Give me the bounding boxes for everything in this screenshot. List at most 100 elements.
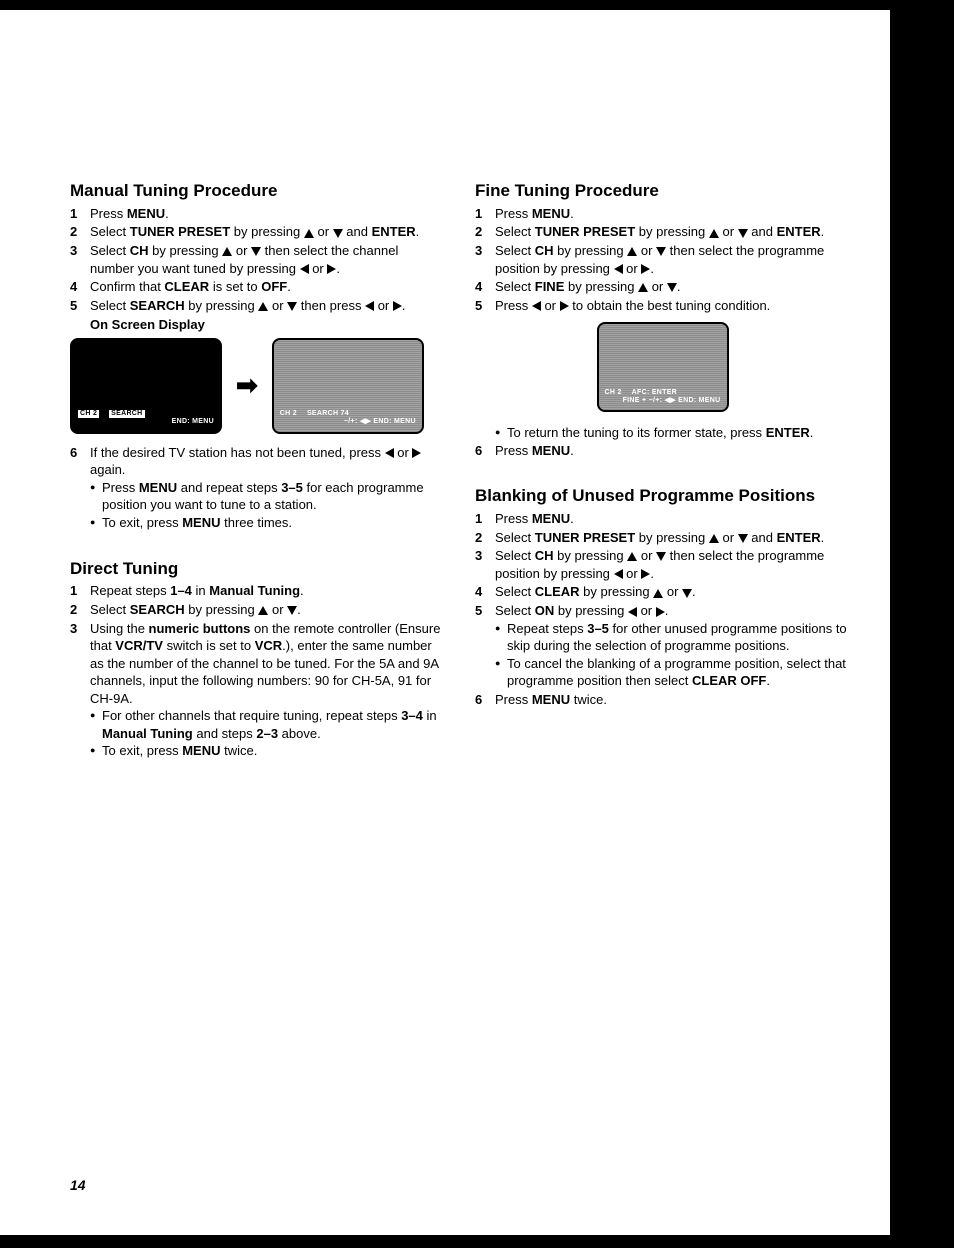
- right-column: Fine Tuning Procedure1Press MENU.2Select…: [475, 180, 850, 761]
- document-page: Manual Tuning Procedure1Press MENU.2Sele…: [0, 10, 890, 1235]
- step-body: Press MENU twice.: [495, 691, 850, 709]
- bullet-list: For other channels that require tuning, …: [90, 707, 445, 760]
- step-body: Select CH by pressing or then select the…: [495, 547, 850, 582]
- bullet-list: Press MENU and repeat steps 3–5 for each…: [90, 479, 445, 532]
- step-item: 2Select TUNER PRESET by pressing or and …: [475, 529, 850, 547]
- arrow-up-icon: [638, 283, 648, 292]
- step-body: If the desired TV station has not been t…: [90, 444, 445, 532]
- step-body: Press MENU.: [495, 510, 850, 528]
- arrow-down-icon: [333, 229, 343, 238]
- arrow-left-icon: [614, 569, 623, 579]
- arrow-right-icon: [393, 301, 402, 311]
- bold-term: VCR/TV: [115, 638, 163, 653]
- step-number: 4: [475, 278, 495, 296]
- bullet-item: Repeat steps 3–5 for other unused progra…: [495, 620, 850, 655]
- osd-screen: CH 2SEARCH 74−/+: ◀▶ END: MENU: [272, 338, 424, 434]
- bold-term: TUNER PRESET: [535, 530, 635, 545]
- page-number: 14: [70, 1176, 86, 1195]
- arrow-left-icon: [385, 448, 394, 458]
- step-body: Select SEARCH by pressing or then press …: [90, 297, 445, 315]
- step-number: 6: [70, 444, 90, 532]
- step-number: 1: [70, 582, 90, 600]
- step-body: Confirm that CLEAR is set to OFF.: [90, 278, 445, 296]
- arrow-up-icon: [709, 534, 719, 543]
- step-item: 2Select SEARCH by pressing or .: [70, 601, 445, 619]
- step-number: 4: [475, 583, 495, 601]
- step-number: 1: [70, 205, 90, 223]
- bold-term: CH: [130, 243, 149, 258]
- bold-term: ON: [535, 603, 555, 618]
- arrow-right-icon: ➡: [236, 368, 258, 403]
- step-item: 3Select CH by pressing or then select th…: [475, 242, 850, 277]
- step-number: 5: [475, 297, 495, 315]
- bold-term: ENTER: [372, 224, 416, 239]
- bold-term: MENU: [532, 443, 570, 458]
- step-item: 6Press MENU.: [475, 442, 850, 460]
- arrow-down-icon: [738, 534, 748, 543]
- step-item: 1Press MENU.: [70, 205, 445, 223]
- bullet-item: To return the tuning to its former state…: [495, 424, 850, 442]
- bold-term: SEARCH: [130, 298, 185, 313]
- bold-term: OFF: [261, 279, 287, 294]
- arrow-down-icon: [682, 589, 692, 598]
- bold-term: MENU: [532, 692, 570, 707]
- bold-term: ENTER: [777, 224, 821, 239]
- step-body: Press MENU.: [495, 442, 850, 460]
- arrow-up-icon: [627, 247, 637, 256]
- step-body: Select SEARCH by pressing or .: [90, 601, 445, 619]
- step-number: 5: [70, 297, 90, 315]
- step-body: Using the numeric buttons on the remote …: [90, 620, 445, 760]
- arrow-down-icon: [656, 247, 666, 256]
- arrow-down-icon: [251, 247, 261, 256]
- arrow-right-icon: [641, 569, 650, 579]
- bold-term: CH: [535, 548, 554, 563]
- bold-term: ENTER: [777, 530, 821, 545]
- step-item: 5Select ON by pressing or .Repeat steps …: [475, 602, 850, 690]
- arrow-down-icon: [738, 229, 748, 238]
- section-heading: Blanking of Unused Programme Positions: [475, 485, 850, 508]
- step-number: 6: [475, 691, 495, 709]
- step-body: Select FINE by pressing or .: [495, 278, 850, 296]
- step-item: 1Press MENU.: [475, 510, 850, 528]
- step-item: 1Repeat steps 1–4 in Manual Tuning.: [70, 582, 445, 600]
- arrow-left-icon: [365, 301, 374, 311]
- osd-text: CH 2SEARCHEND: MENU: [78, 410, 214, 425]
- arrow-left-icon: [614, 264, 623, 274]
- bold-term: SEARCH: [130, 602, 185, 617]
- section-heading: Direct Tuning: [70, 558, 445, 581]
- step-number: 2: [70, 601, 90, 619]
- step-number: 6: [475, 442, 495, 460]
- arrow-up-icon: [709, 229, 719, 238]
- step-number: 1: [475, 510, 495, 528]
- step-body: Press MENU.: [90, 205, 445, 223]
- arrow-up-icon: [304, 229, 314, 238]
- bold-term: CH: [535, 243, 554, 258]
- section-heading: Manual Tuning Procedure: [70, 180, 445, 203]
- arrow-down-icon: [287, 302, 297, 311]
- step-body: Select ON by pressing or .Repeat steps 3…: [495, 602, 850, 690]
- arrow-right-icon: [412, 448, 421, 458]
- arrow-down-icon: [656, 552, 666, 561]
- bullet-item: To cancel the blanking of a programme po…: [495, 655, 850, 690]
- step-number: 4: [70, 278, 90, 296]
- arrow-left-icon: [300, 264, 309, 274]
- step-number: 2: [475, 529, 495, 547]
- step-list: 6Press MENU.: [475, 442, 850, 460]
- left-column: Manual Tuning Procedure1Press MENU.2Sele…: [70, 180, 445, 761]
- bullet-item: For other channels that require tuning, …: [90, 707, 445, 742]
- bold-term: CLEAR: [164, 279, 209, 294]
- step-body: Select CH by pressing or then select the…: [495, 242, 850, 277]
- step-item: 6Press MENU twice.: [475, 691, 850, 709]
- step-body: Press or to obtain the best tuning condi…: [495, 297, 850, 315]
- osd-row: CH 2SEARCHEND: MENU ➡ CH 2SEARCH 74−/+: ◀▶…: [70, 338, 445, 434]
- step-list: 1Press MENU.2Select TUNER PRESET by pres…: [475, 205, 850, 314]
- step-number: 2: [475, 223, 495, 241]
- step-number: 3: [475, 242, 495, 277]
- bold-term: numeric buttons: [149, 621, 251, 636]
- step-item: 4Confirm that CLEAR is set to OFF.: [70, 278, 445, 296]
- step-item: 4Select CLEAR by pressing or .: [475, 583, 850, 601]
- step-number: 3: [70, 620, 90, 760]
- step-list: 1Press MENU.2Select TUNER PRESET by pres…: [475, 510, 850, 708]
- after-bullets: To return the tuning to its former state…: [495, 424, 850, 442]
- step-number: 5: [475, 602, 495, 690]
